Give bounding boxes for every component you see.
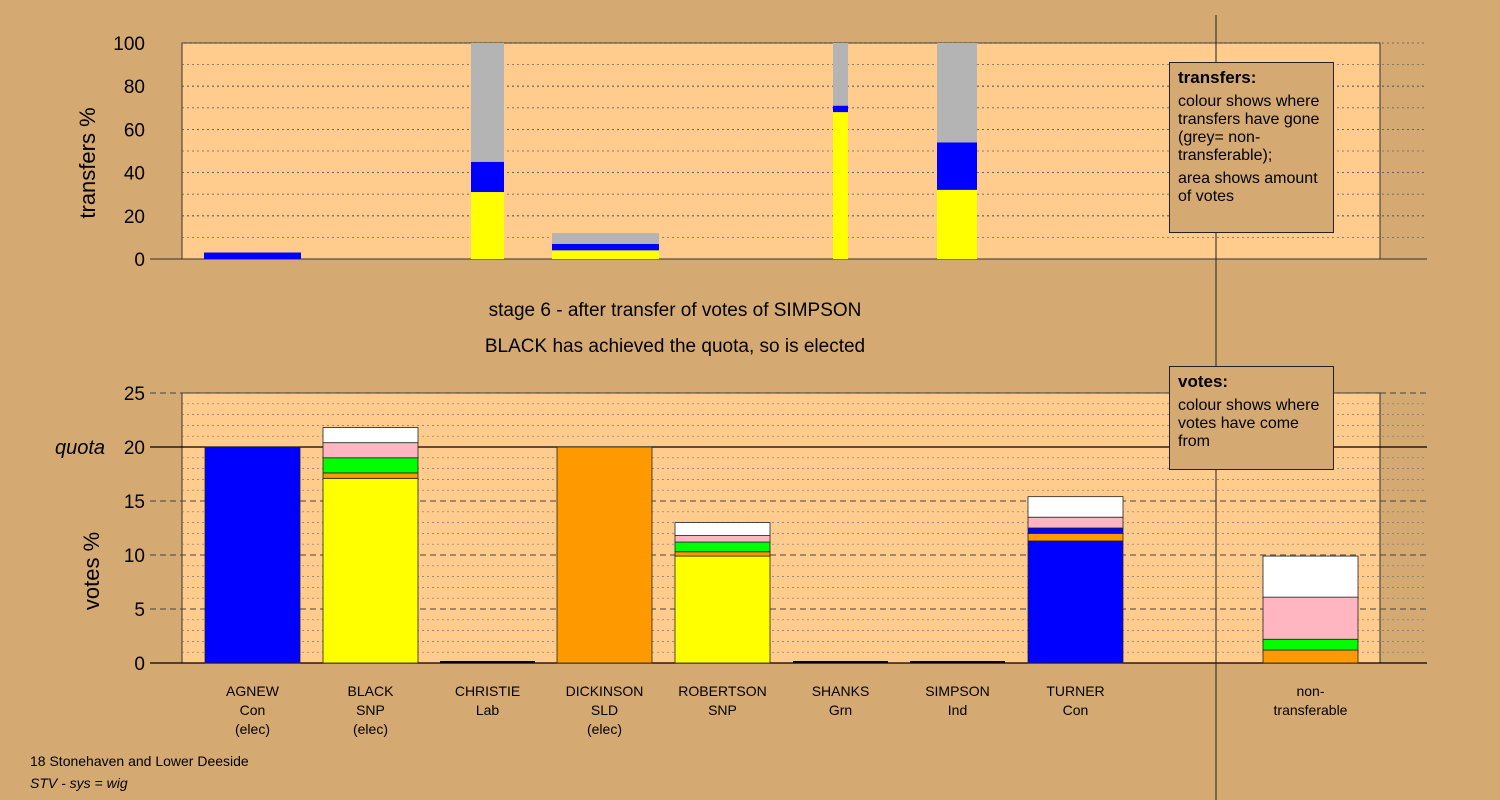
vote-bar-segment [674,522,771,536]
candidate-label: ROBERTSON [678,683,766,699]
vote-bar-segment [674,535,771,543]
transfer-bar-segment [937,142,977,190]
footer-system: STV - sys = wig [30,775,128,791]
votes-legend-line1: colour shows where votes have come from [1178,397,1320,450]
vote-bar-segment [322,442,419,459]
votes-legend-title: votes: [1178,372,1229,391]
candidate-label: TURNER [1046,683,1104,699]
quota-label: quota [55,437,105,459]
candidate-label: SNP [356,702,385,718]
transfer-bar-segment [471,161,504,193]
transfer-bar-segment [204,252,301,259]
vote-bar-segment [1262,555,1359,598]
candidate-label: non- [1296,683,1324,699]
votes-tick-label: 0 [134,654,145,675]
vote-bar-segment [1027,540,1124,664]
vote-bar-segment [322,477,419,664]
vote-bar-segment [1262,638,1359,651]
transfers-tick-label: 100 [113,34,145,55]
transfer-bar-segment [833,105,848,113]
vote-bar-segment [1027,496,1124,518]
votes-tick-label: 15 [124,492,145,513]
transfers-tick-label: 0 [134,250,145,271]
vote-bar-segment [322,457,419,474]
candidate-label: Lab [476,702,500,718]
vote-bar-segment [674,551,771,557]
transfer-bar-segment [471,43,504,162]
transfer-bar-segment [552,243,659,251]
candidate-label: Con [240,702,266,718]
footer-constituency: 18 Stonehaven and Lower Deeside [30,753,249,769]
transfers-legend: transfers: colour shows where transfers … [1169,62,1334,233]
transfers-tick-label: 80 [124,77,145,98]
candidate-label: (elec) [587,721,622,737]
transfers-legend-line2: area shows amount of votes [1178,170,1318,205]
candidate-label: SLD [591,702,618,718]
transfers-legend-line1: colour shows where transfers have gone (… [1178,93,1320,164]
vote-bar-segment [1027,527,1124,534]
stage-title: stage 6 - after transfer of votes of SIM… [488,300,862,321]
transfer-bar-segment [471,192,504,259]
candidate-label: BLACK [348,683,395,699]
votes-y-axis-label: votes % [79,532,104,610]
transfer-bar-segment [552,233,659,244]
vote-bar-segment [674,541,771,553]
transfers-tick-label: 60 [124,120,145,141]
votes-tick-label: 5 [134,600,145,621]
vote-bar-segment [1262,649,1359,664]
vote-bar-segment [674,555,771,664]
candidate-label: AGNEW [226,683,280,699]
transfers-tick-label: 40 [124,164,145,185]
stage-subtitle: BLACK has achieved the quota, so is elec… [484,336,866,357]
transfer-bar-segment [552,250,659,259]
candidate-label: CHRISTIE [455,683,520,699]
candidate-label: Grn [829,702,852,718]
candidate-label: (elec) [353,721,388,737]
vote-bar-segment [322,427,419,444]
vote-bar-segment [556,446,653,664]
vote-bar-segment [204,446,301,664]
vote-bar-segment [1027,516,1124,529]
candidate-label: SHANKS [812,683,870,699]
candidate-label: transferable [1274,702,1348,718]
transfer-bar-segment [937,189,977,259]
transfers-legend-title: transfers: [1178,68,1257,87]
candidate-label: Con [1063,702,1089,718]
candidate-label: DICKINSON [566,683,644,699]
transfer-bar-segment [833,112,848,260]
transfers-tick-label: 20 [124,207,145,228]
vote-bar-segment [1262,596,1359,640]
vote-bar-segment [322,472,419,479]
candidate-label: (elec) [235,721,270,737]
transfers-y-axis-label: transfers % [75,107,100,218]
transfer-bar-segment [833,43,848,106]
transfer-bar-segment [937,43,977,143]
votes-tick-label: 20 [124,438,145,459]
vote-bar-segment [1027,533,1124,542]
candidate-label: SNP [708,702,737,718]
candidate-label: SIMPSON [925,683,990,699]
votes-legend: votes: colour shows where votes have com… [1169,366,1334,470]
votes-tick-label: 10 [124,546,145,567]
votes-tick-label: 25 [124,384,145,405]
candidate-label: Ind [948,702,967,718]
